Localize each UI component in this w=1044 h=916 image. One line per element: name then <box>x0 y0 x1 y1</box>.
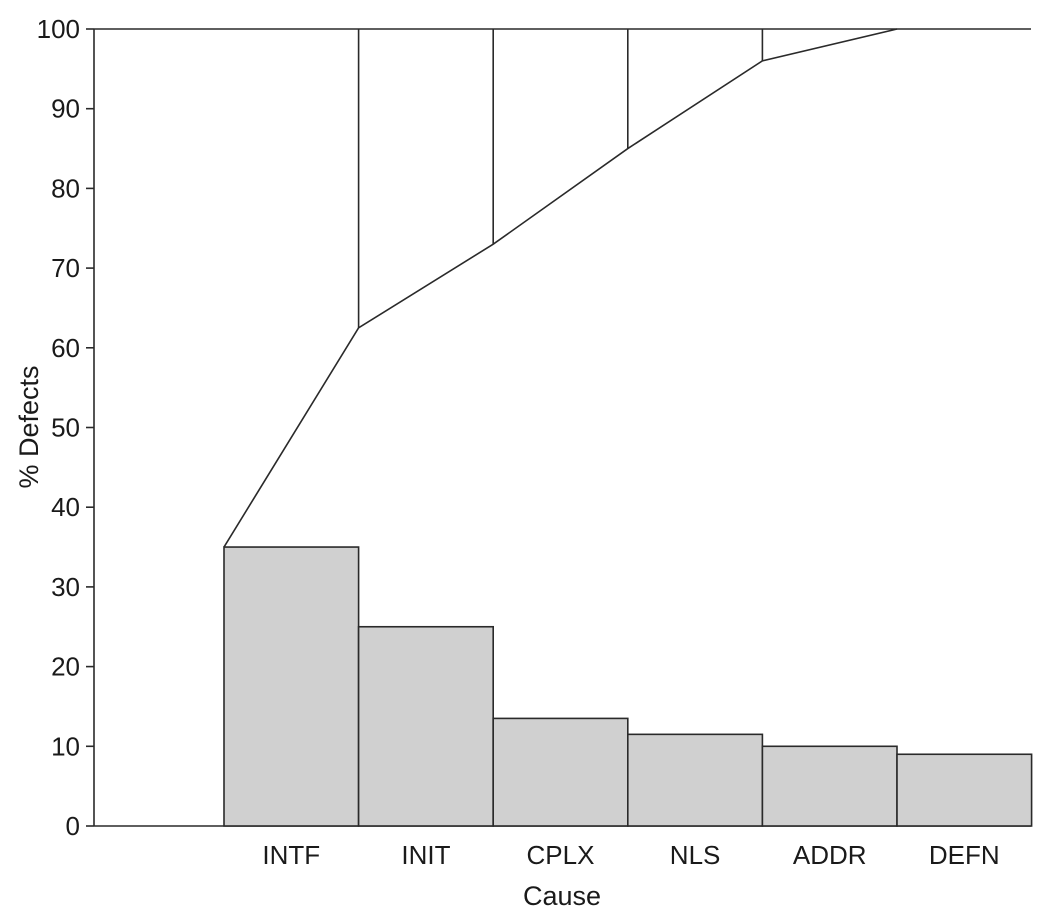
y-tick-label: 40 <box>51 492 80 522</box>
bar-intf <box>223 546 360 827</box>
y-ticks: 0 10 20 30 40 50 60 70 80 90 100 <box>37 14 94 841</box>
bar-cplx <box>492 717 629 827</box>
x-tick-label: CPLX <box>527 840 595 870</box>
bars <box>223 546 1033 827</box>
y-tick-label: 60 <box>51 333 80 363</box>
bar-defn <box>896 753 1033 827</box>
cumulative-curve <box>223 28 898 548</box>
y-tick-label: 90 <box>51 94 80 124</box>
y-tick-label: 80 <box>51 173 80 203</box>
y-tick-label: 10 <box>51 731 80 761</box>
y-tick-label: 50 <box>51 413 80 443</box>
x-tick-label: INIT <box>401 840 450 870</box>
bar-init <box>357 625 495 827</box>
x-tick-label: DEFN <box>929 840 1000 870</box>
y-tick-label: 100 <box>37 14 80 44</box>
y-tick-label: 30 <box>51 572 80 602</box>
y-axis-title: % Defects <box>14 365 44 488</box>
x-tick-label: NLS <box>670 840 721 870</box>
y-tick-label: 70 <box>51 253 80 283</box>
y-tick-label: 20 <box>51 652 80 682</box>
bar-addr <box>761 745 898 827</box>
x-axis-title: Cause <box>523 881 601 911</box>
cumulative-line <box>223 28 898 548</box>
x-tick-label: ADDR <box>793 840 867 870</box>
x-tick-labels: INTF INIT CPLX NLS ADDR DEFN <box>262 840 999 870</box>
bar-nls <box>626 733 764 827</box>
y-tick-label: 0 <box>66 811 80 841</box>
x-tick-label: INTF <box>262 840 320 870</box>
